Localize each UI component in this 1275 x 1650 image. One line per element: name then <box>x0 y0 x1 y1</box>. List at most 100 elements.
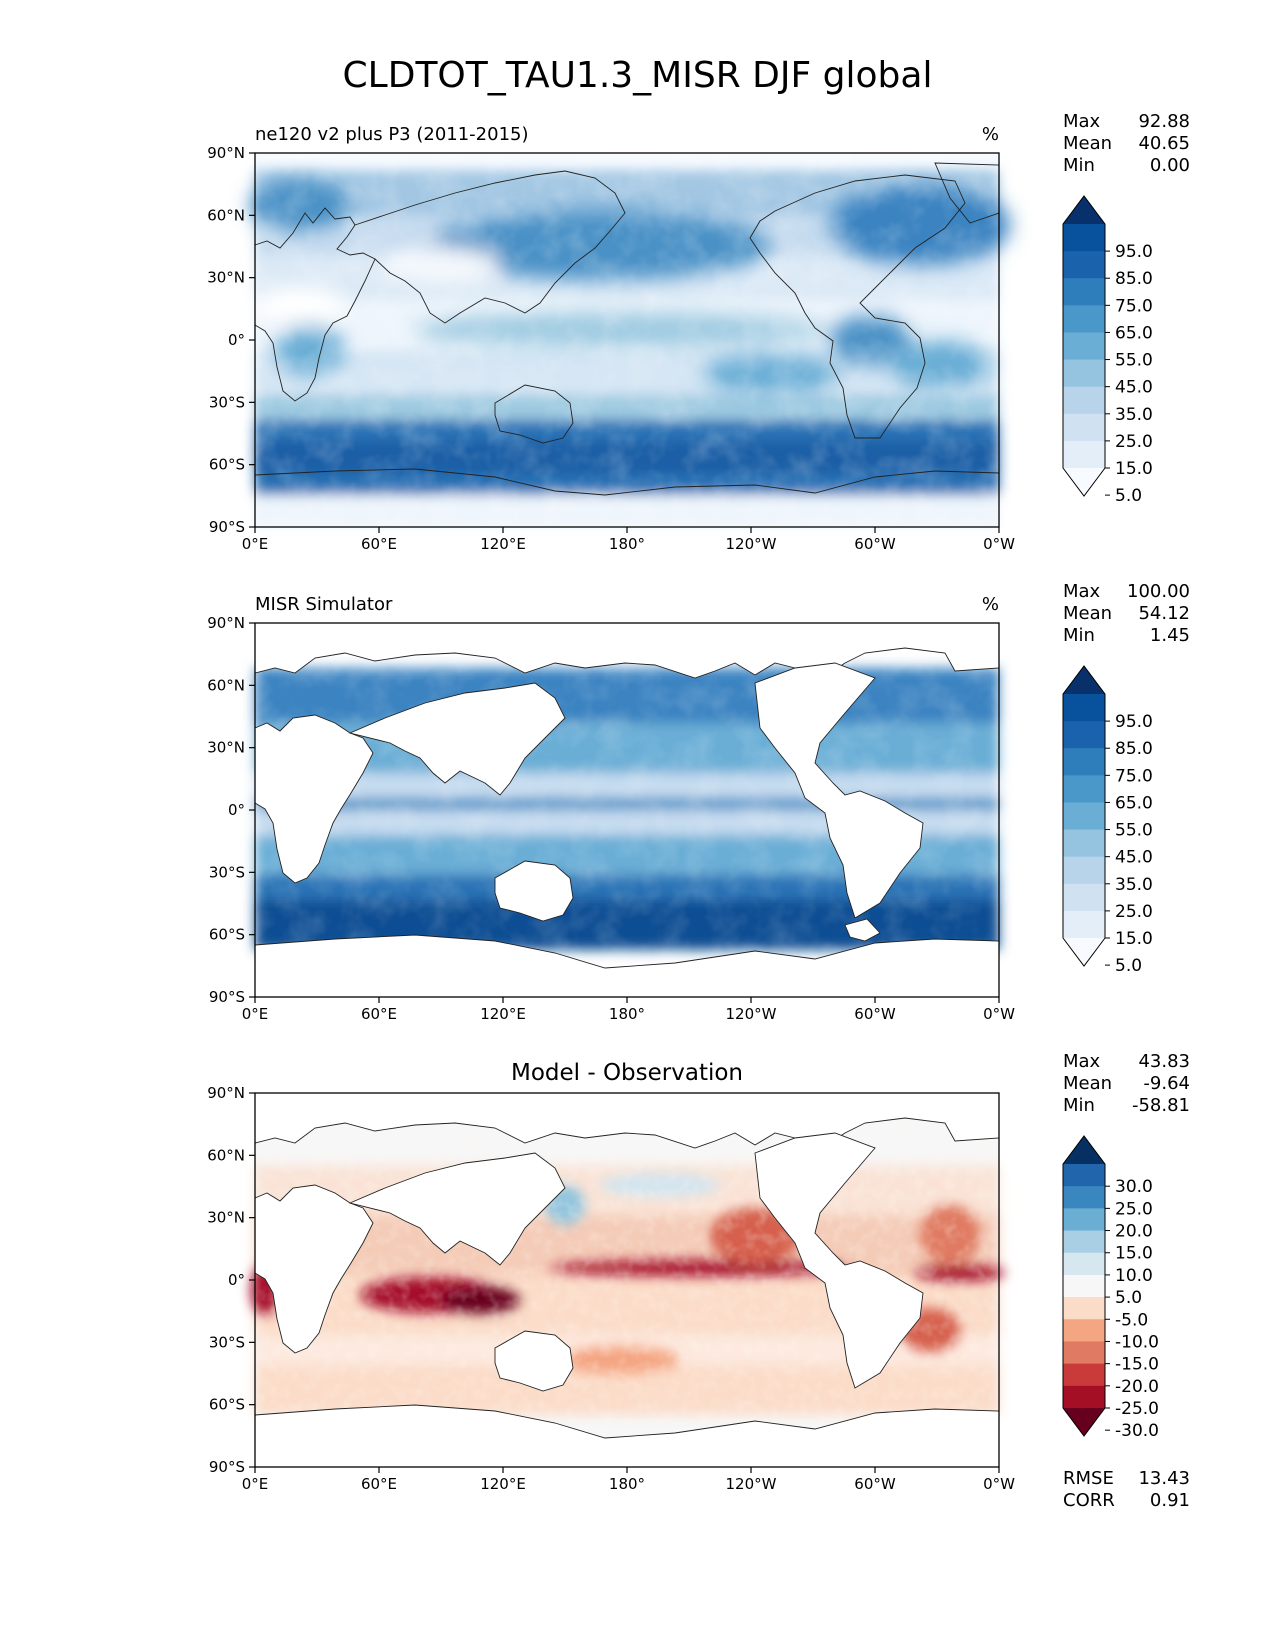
colorbar-tick-label: -20.0 <box>1115 1377 1159 1397</box>
colorbar-tick-label: 15.0 <box>1115 459 1153 479</box>
lat-tick-label: 30°N <box>207 1209 245 1227</box>
lat-tick-label: 60°S <box>209 456 245 474</box>
lon-tick-label: 60°E <box>361 1475 397 1493</box>
units-label: % <box>982 124 999 145</box>
lat-tick-label: 30°S <box>209 1333 245 1351</box>
stat-value-max: 43.83 <box>1138 1051 1190 1072</box>
colorbar-tick-label: 65.0 <box>1115 793 1153 813</box>
panel-title: MISR Simulator <box>255 594 393 615</box>
colorbar-bin <box>1063 1186 1105 1209</box>
colorbar-tick-label: 65.0 <box>1115 323 1153 343</box>
colorbar-extend-min <box>1063 938 1105 966</box>
stat-label-max: Max <box>1063 1051 1101 1072</box>
stat-value-min: 0.00 <box>1150 155 1190 176</box>
stat-label-corr: CORR <box>1063 1490 1115 1511</box>
lat-tick-label: 60°S <box>209 926 245 944</box>
colorbar-tick-label: 85.0 <box>1115 739 1153 759</box>
colorbar-tick-label: 10.0 <box>1115 1266 1153 1286</box>
colorbar-tick-label: 25.0 <box>1115 902 1153 922</box>
colorbar-bin <box>1063 1319 1105 1342</box>
colorbar-tick-label: 75.0 <box>1115 766 1153 786</box>
lat-tick-label: 0° <box>228 1271 245 1289</box>
colorbar-tick-label: -25.0 <box>1115 1399 1159 1419</box>
lon-tick-label: 60°W <box>854 535 896 553</box>
units-label: % <box>982 594 999 615</box>
stat-label-max: Max <box>1063 581 1101 602</box>
lon-tick-label: 60°E <box>361 1005 397 1023</box>
colorbar-tick-label: 95.0 <box>1115 712 1153 732</box>
colorbar-bin <box>1063 1274 1105 1298</box>
panel-ref-annotations: MISR Simulator % 90°N 60°N 30°N 0° 30°S 60°S 90°… <box>207 581 1190 1023</box>
stat-value-max: 92.88 <box>1138 111 1190 132</box>
colorbar-bin <box>1063 883 1105 912</box>
lon-tick-label: 0°W <box>983 1005 1015 1023</box>
stat-label-min: Min <box>1063 1095 1095 1116</box>
lat-tick-label: 30°N <box>207 739 245 757</box>
lat-tick-label: 30°S <box>209 393 245 411</box>
stat-label-max: Max <box>1063 111 1101 132</box>
lat-tick-label: 90°N <box>207 614 245 632</box>
lat-tick-label: 60°S <box>209 1396 245 1414</box>
colorbar-tick-label: -15.0 <box>1115 1355 1159 1375</box>
colorbar-bin <box>1063 251 1105 279</box>
colorbar-bin <box>1063 1252 1105 1276</box>
colorbar-tick-label: 5.0 <box>1115 1288 1142 1308</box>
colorbar-tick-label: 25.0 <box>1115 432 1153 452</box>
lon-tick-label: 180° <box>609 1005 645 1023</box>
colorbar-bin <box>1063 305 1105 333</box>
colorbar-tick-label: 30.0 <box>1115 1177 1153 1197</box>
lat-tick-label: 30°S <box>209 863 245 881</box>
stat-label-mean: Mean <box>1063 1073 1112 1094</box>
lon-tick-label: 120°E <box>480 1005 526 1023</box>
lon-tick-label: 0°E <box>242 1005 269 1023</box>
colorbar-extend-max <box>1063 1136 1105 1164</box>
lat-tick-label: 60°N <box>207 676 245 694</box>
colorbar-extend-max <box>1063 666 1105 694</box>
lat-tick-label: 30°N <box>207 269 245 287</box>
lon-tick-label: 0°E <box>242 535 269 553</box>
lon-tick-label: 120°E <box>480 535 526 553</box>
stat-value-min: 1.45 <box>1150 625 1190 646</box>
panel-test <box>250 153 1010 527</box>
colorbar-bin <box>1063 278 1105 306</box>
lon-tick-label: 60°E <box>361 535 397 553</box>
colorbar-tick-label: -5.0 <box>1115 1310 1148 1330</box>
lon-tick-label: 120°W <box>726 1475 777 1493</box>
colorbar-bin <box>1063 910 1105 939</box>
panel-diff <box>251 1092 1005 1468</box>
colorbar-bin <box>1063 1363 1105 1387</box>
colorbar-test: 95.0 85.0 75.0 65.0 55.0 45.0 35.0 25.0 15.0 5.0 <box>1062 195 1153 506</box>
stat-label-rmse: RMSE <box>1063 1468 1114 1489</box>
colorbar-tick-label: 45.0 <box>1115 378 1153 398</box>
stat-value-max: 100.00 <box>1127 581 1190 602</box>
colorbar-tick-label: 35.0 <box>1115 875 1153 895</box>
lat-tick-label: 90°N <box>207 144 245 162</box>
colorbar-tick-label: 35.0 <box>1115 405 1153 425</box>
stat-label-min: Min <box>1063 155 1095 176</box>
stat-label-mean: Mean <box>1063 133 1112 154</box>
colorbar-bin <box>1063 1297 1105 1320</box>
colorbar-tick-label: 45.0 <box>1115 848 1153 868</box>
colorbar-bin <box>1063 359 1105 388</box>
colorbar-tick-label: 20.0 <box>1115 1222 1153 1242</box>
lon-tick-label: 0°W <box>983 1475 1015 1493</box>
colorbar-tick-label: 15.0 <box>1115 1244 1153 1264</box>
stat-label-mean: Mean <box>1063 603 1112 624</box>
lon-tick-label: 60°W <box>854 1475 896 1493</box>
colorbar-bin <box>1063 1230 1105 1254</box>
lat-tick-label: 60°N <box>207 206 245 224</box>
land-mask-ref <box>254 622 1000 998</box>
panel-diff-annotations: Model - Observation 90°N 60°N 30°N 0° 30°S 60°… <box>207 1051 1190 1511</box>
stat-value-mean: 40.65 <box>1138 133 1190 154</box>
panel-title: Model - Observation <box>511 1060 743 1086</box>
colorbar-tick-label: 55.0 <box>1115 821 1153 841</box>
lon-tick-label: 120°W <box>726 535 777 553</box>
land-mask-diff <box>254 1092 1000 1468</box>
colorbar-tick-label: 85.0 <box>1115 269 1153 289</box>
colorbar-bin <box>1063 775 1105 803</box>
colorbar-tick-label: 5.0 <box>1115 486 1142 506</box>
colorbar-extend-max <box>1063 196 1105 224</box>
colorbar-bin <box>1063 694 1105 722</box>
colorbar-tick-label: -30.0 <box>1115 1421 1159 1441</box>
